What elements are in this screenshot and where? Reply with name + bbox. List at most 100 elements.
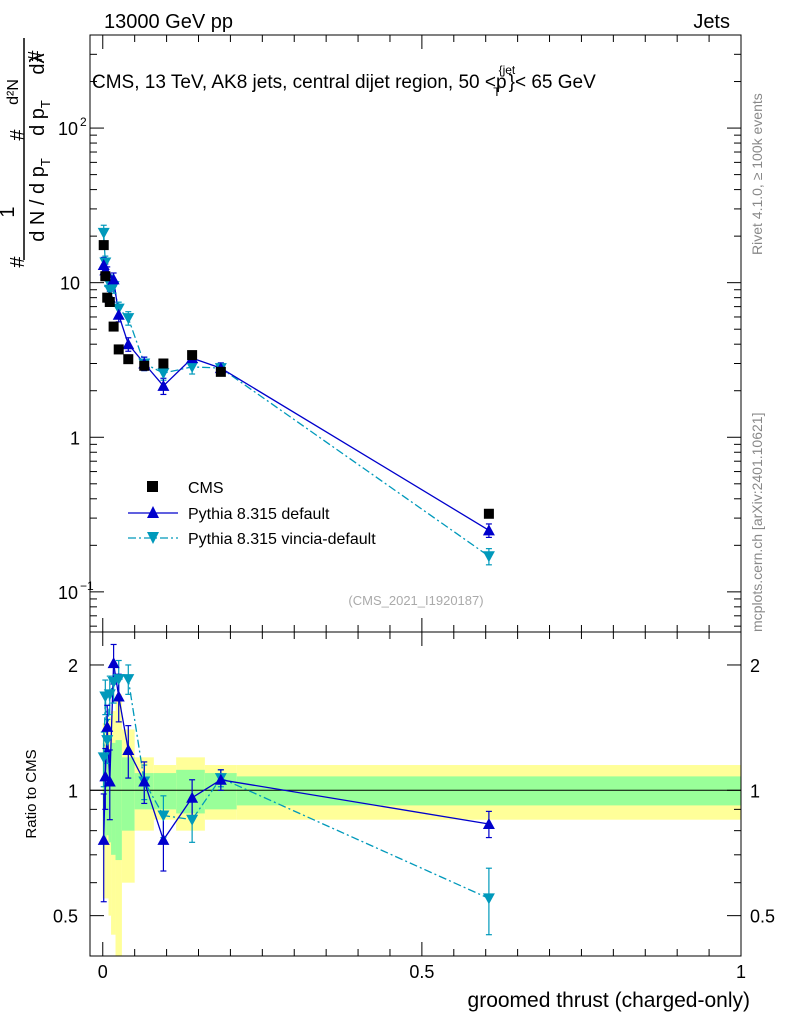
main-ytick-exponent: 2 (80, 115, 87, 129)
ratio-vincia-point (186, 814, 199, 826)
ylabel-t2-sub: T (38, 100, 53, 108)
cms-point (158, 358, 169, 369)
vincia-point (97, 227, 110, 239)
ratio-plot-frame (89, 631, 742, 957)
ratio-ytick-label-left: 0.5 (53, 907, 78, 927)
cms-point (113, 344, 124, 355)
cms-point (98, 240, 109, 251)
ratio-default-point (214, 773, 227, 785)
cms-point (139, 360, 150, 371)
category-label: Jets (693, 11, 730, 33)
title-pre: CMS, 13 TeV, AK8 jets, central dijet reg… (92, 72, 496, 93)
ratio-default-point (112, 690, 125, 702)
cms-point (483, 508, 494, 519)
rivet-version-label: Rivet 4.1.0, ≥ 100k events (749, 93, 765, 255)
legend-vincia-label: Pythia 8.315 vincia-default (188, 531, 376, 548)
ratio-ytick-label-left: 2 (68, 656, 78, 676)
legend-default-marker (147, 506, 159, 518)
ratio-default-point (157, 833, 170, 845)
ratio-band-inner (111, 742, 116, 855)
ylabel-one: 1 (0, 206, 19, 217)
ratio-xtick-label: 0.5 (409, 962, 434, 982)
ratio-default-point (101, 720, 114, 732)
ratio-default-point (97, 833, 110, 845)
ratio-marks (97, 643, 495, 936)
ratio-default-point (122, 743, 135, 755)
ylabel-d2n: d²N (5, 79, 22, 105)
ylabel-dn: d N / d p (27, 166, 49, 242)
legend: CMS Pythia 8.315 default Pythia 8.315 vi… (128, 480, 376, 548)
ratio-default-point (138, 775, 151, 787)
ratio-xtick-label: 0 (98, 962, 108, 982)
ratio-axes: 2 2 1 1 0.5 0.5 0 0.5 1 (53, 632, 775, 982)
ylabel-hash-left: # (7, 256, 29, 268)
ratio-band-inner (153, 773, 177, 810)
ratio-default-point (186, 791, 199, 803)
vincia-point (482, 551, 495, 563)
main-ytick-label: 1 (70, 428, 80, 448)
cms-point (108, 321, 119, 332)
vincia-point (186, 361, 199, 373)
ylabel-hash-top: # (25, 50, 47, 62)
default-point (107, 273, 120, 285)
ratio-ytick-label-right: 0.5 (750, 907, 775, 927)
ratio-vincia-point (112, 674, 125, 686)
title-sup: {jet (499, 63, 516, 77)
xaxis-label: groomed thrust (charged-only) (468, 989, 750, 1012)
ratio-ytick-label-right: 1 (750, 781, 760, 801)
ratio-band-inner (176, 769, 205, 814)
ylabel-dlambda: dλ (27, 53, 49, 74)
ylabel-hash-mid: # (7, 129, 29, 141)
analysis-watermark: (CMS_2021_I1920187) (348, 593, 483, 608)
default-point (482, 524, 495, 536)
main-ytick-label: 10 (58, 119, 78, 139)
ratio-band-inner (106, 754, 109, 836)
main-ylabel: # 1 d N / d pT d²N # d pT dλ # (0, 38, 53, 268)
title-sub: T (493, 85, 501, 99)
ratio-default-point (482, 818, 495, 830)
ylabel-dp: d p (27, 108, 49, 136)
cms-point (104, 296, 115, 307)
ratio-band-inner (115, 740, 122, 861)
main-plot-title: CMS, 13 TeV, AK8 jets, central dijet reg… (92, 63, 596, 99)
cms-point (215, 366, 226, 377)
mcplots-label: mcplots.cern.ch [arXiv:2401.10621] (749, 413, 765, 632)
ratio-default-point (103, 775, 116, 787)
ratio-vincia-point (482, 893, 495, 905)
main-ytick-label: 10 (58, 583, 78, 603)
ylabel-t-sub: T (38, 158, 53, 166)
cms-point (100, 271, 111, 282)
default-point (112, 308, 125, 320)
ratio-vincia-point (157, 810, 170, 822)
legend-cms-label: CMS (188, 480, 224, 497)
ratio-ytick-label-right: 2 (750, 656, 760, 676)
legend-vincia-marker (147, 532, 159, 544)
ratio-band-inner (121, 757, 135, 831)
energy-label: 13000 GeV pp (104, 11, 233, 33)
ratio-vincia-point (103, 689, 116, 701)
vincia-point (157, 368, 170, 380)
main-ytick-exponent: −1 (80, 579, 94, 593)
vincia-point (122, 313, 135, 325)
legend-default-label: Pythia 8.315 default (188, 506, 330, 523)
ratio-default-point (107, 657, 120, 669)
title-p: p (496, 72, 507, 93)
ratio-ylabel: Ratio to CMS (23, 749, 40, 838)
cms-point (123, 354, 134, 365)
legend-cms-marker (147, 481, 158, 492)
main-ytick-label: 10 (60, 274, 80, 294)
default-point (157, 379, 170, 391)
cms-point (187, 350, 198, 361)
ratio-vincia-point (101, 735, 114, 747)
ratio-ytick-label-left: 1 (68, 781, 78, 801)
ratio-vincia-point (122, 674, 135, 686)
ratio-xtick-label: 1 (736, 962, 746, 982)
main-marks (97, 224, 495, 566)
ylabel-dn-dpt: d N / d pT (27, 158, 53, 242)
title-post: }< 65 GeV (509, 72, 596, 93)
ratio-band-inner (236, 776, 741, 806)
ratio-vincia-point (97, 752, 110, 764)
default-point (122, 338, 135, 350)
